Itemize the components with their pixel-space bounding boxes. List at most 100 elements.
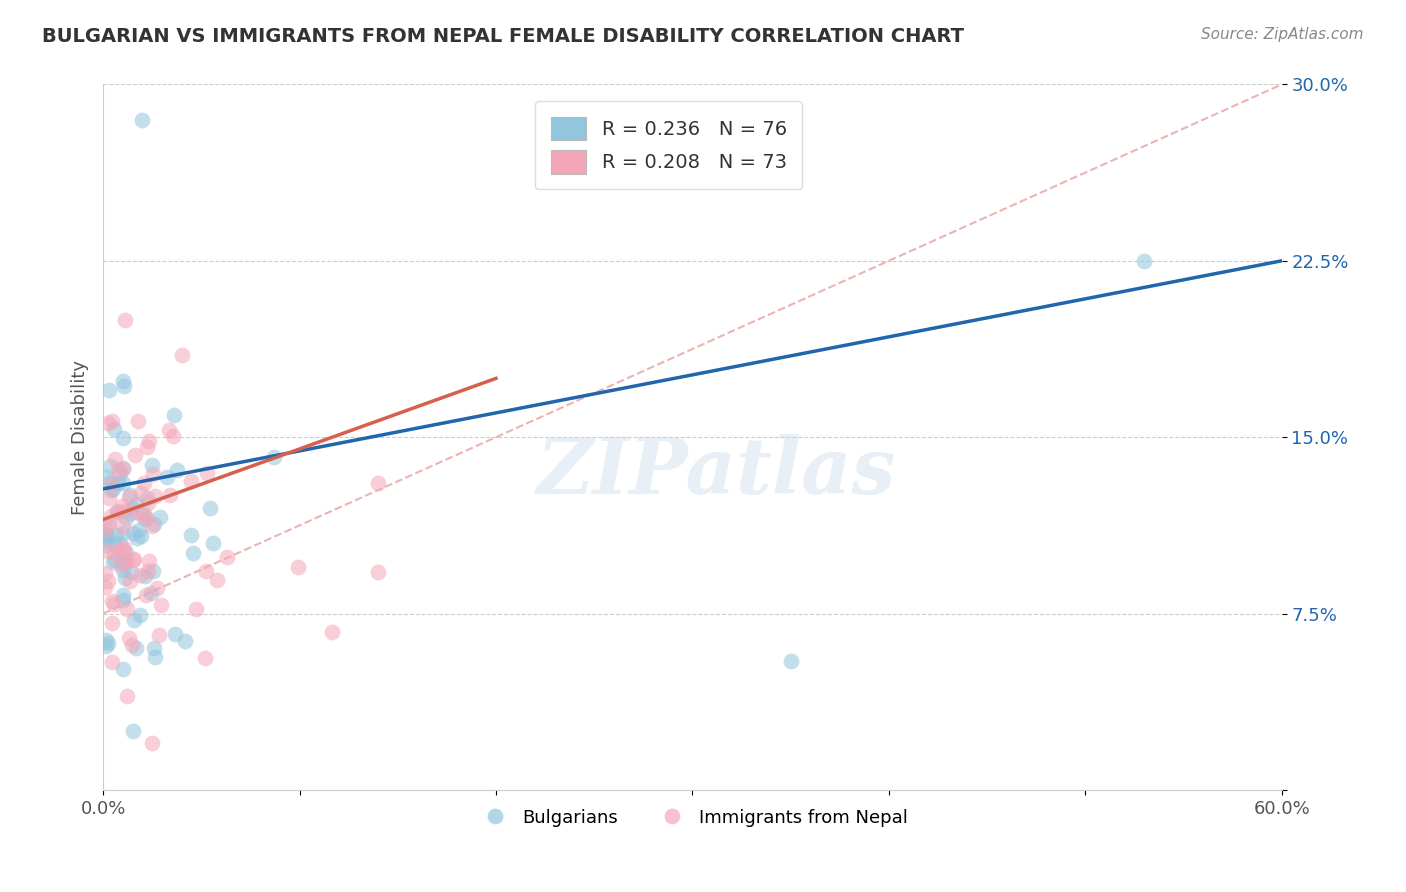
Point [112, 543, 135, 558]
Point [200, 500, 222, 515]
Point [114, 312, 136, 326]
Point [134, 512, 156, 526]
Point [112, 379, 135, 393]
Point [120, 566, 142, 580]
Point [138, 554, 160, 568]
Point [96, 528, 118, 542]
Point [111, 374, 134, 388]
Point [97, 516, 120, 531]
Point [101, 616, 124, 631]
Point [321, 624, 343, 639]
Point [180, 528, 202, 542]
Point [112, 462, 135, 476]
Point [124, 640, 146, 655]
Point [186, 602, 208, 616]
Point [125, 506, 148, 520]
Point [134, 568, 156, 582]
Point [118, 490, 141, 504]
Point [121, 724, 143, 739]
Point [110, 558, 132, 573]
Point [129, 607, 152, 622]
Point [180, 474, 202, 488]
Point [104, 552, 127, 566]
Point [112, 556, 135, 570]
Point [143, 489, 166, 503]
Point [143, 649, 166, 664]
Point [170, 348, 193, 362]
Text: ZIPatlas: ZIPatlas [536, 434, 896, 511]
Point [98, 491, 121, 505]
Point [287, 560, 309, 574]
Point [183, 545, 205, 559]
Point [779, 654, 801, 668]
Point [112, 541, 135, 556]
Point [197, 466, 219, 480]
Point [194, 650, 217, 665]
Point [111, 431, 134, 445]
Point [114, 504, 136, 518]
Point [149, 598, 172, 612]
Point [127, 531, 149, 545]
Point [120, 488, 142, 502]
Point [103, 547, 125, 561]
Point [127, 414, 149, 428]
Point [101, 476, 124, 491]
Point [129, 568, 152, 582]
Point [163, 627, 186, 641]
Point [138, 434, 160, 448]
Point [94, 633, 117, 648]
Y-axis label: Female Disability: Female Disability [72, 359, 89, 515]
Point [101, 594, 124, 608]
Point [121, 552, 143, 566]
Point [146, 581, 169, 595]
Point [97, 416, 120, 430]
Point [135, 588, 157, 602]
Point [94, 527, 117, 541]
Point [118, 631, 141, 645]
Point [97, 532, 120, 546]
Point [115, 602, 138, 616]
Point [111, 460, 134, 475]
Point [141, 736, 163, 750]
Point [142, 517, 165, 532]
Point [367, 565, 389, 579]
Point [142, 564, 165, 578]
Point [94, 639, 117, 653]
Point [107, 463, 129, 477]
Point [100, 483, 122, 497]
Point [149, 509, 172, 524]
Point [114, 571, 136, 585]
Point [121, 638, 143, 652]
Point [97, 574, 120, 588]
Point [98, 459, 121, 474]
Point [195, 565, 218, 579]
Point [201, 536, 224, 550]
Point [132, 508, 155, 522]
Point [141, 519, 163, 533]
Point [103, 597, 125, 611]
Point [110, 537, 132, 551]
Point [142, 641, 165, 656]
Point [98, 475, 121, 489]
Text: Source: ZipAtlas.com: Source: ZipAtlas.com [1201, 27, 1364, 42]
Point [142, 467, 165, 482]
Point [125, 497, 148, 511]
Point [105, 503, 128, 517]
Point [103, 422, 125, 436]
Point [112, 554, 135, 568]
Point [115, 545, 138, 559]
Point [121, 506, 143, 520]
Point [111, 519, 134, 533]
Point [104, 451, 127, 466]
Point [94, 538, 117, 552]
Point [97, 636, 120, 650]
Point [97, 384, 120, 398]
Point [103, 555, 125, 569]
Point [135, 440, 157, 454]
Point [136, 511, 159, 525]
Point [141, 458, 163, 472]
Point [129, 486, 152, 500]
Point [111, 499, 134, 513]
Point [136, 564, 159, 578]
Point [1133, 253, 1156, 268]
